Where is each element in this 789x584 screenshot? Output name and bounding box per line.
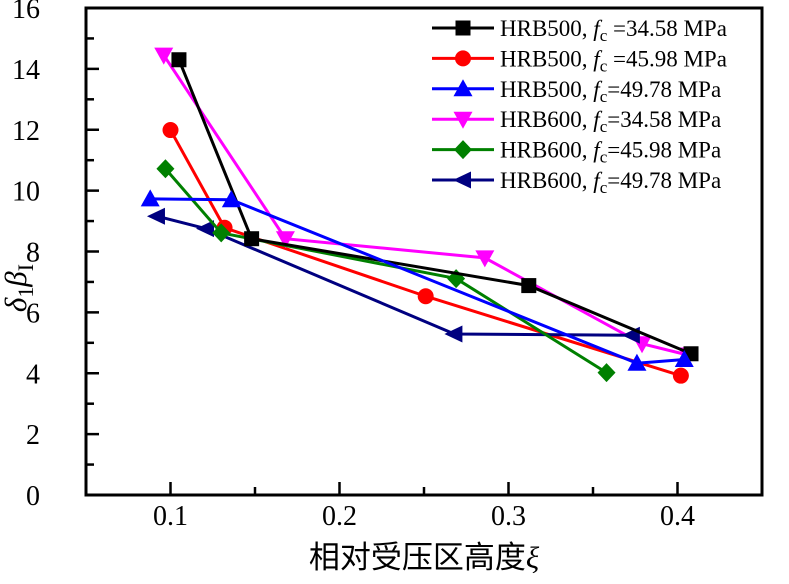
data-point-marker	[475, 250, 495, 268]
x-tick-label: 0.4	[660, 501, 695, 532]
series-line	[150, 197, 685, 365]
axis-ticks	[86, 6, 679, 497]
y-tick-label: 10	[12, 177, 40, 208]
legend-label: HRB600, fc=45.98 MPa	[500, 138, 721, 167]
y-tick-label: 4	[26, 359, 40, 390]
data-point-marker	[171, 52, 187, 68]
series-line	[177, 59, 692, 356]
data-point-marker	[453, 171, 471, 189]
y-tick-label: 0	[26, 481, 40, 512]
x-tick-label: 0.3	[491, 501, 526, 532]
legend-item-3: HRB600, fc=34.58 MPa	[432, 107, 721, 136]
data-point-marker	[674, 350, 694, 368]
legend-item-2: HRB500, fc=49.78 MPa	[432, 77, 721, 106]
data-point-marker	[140, 189, 160, 207]
y-tick-label: 14	[12, 55, 40, 86]
data-point-marker	[597, 363, 616, 383]
data-point-marker	[454, 140, 472, 160]
legend-label: HRB600, fc=49.78 MPa	[500, 168, 721, 197]
data-point-marker	[195, 220, 214, 238]
data-point-marker	[672, 367, 689, 384]
y-tick-label: 2	[26, 420, 40, 451]
data-point-marker	[417, 288, 434, 305]
data-point-marker	[521, 278, 537, 294]
data-point-marker	[444, 325, 463, 343]
legend-item-4: HRB600, fc=45.98 MPa	[432, 138, 721, 167]
y-tick-label: 12	[12, 116, 40, 147]
data-point-marker	[453, 111, 473, 129]
data-point-marker	[156, 159, 175, 179]
data-point-marker	[275, 231, 295, 249]
data-point-marker	[455, 50, 471, 67]
legend-label: HRB600, fc=34.58 MPa	[500, 107, 721, 136]
data-point-marker	[453, 79, 473, 97]
data-point-marker	[244, 231, 260, 247]
y-tick-label: 6	[26, 298, 40, 329]
data-point-marker	[146, 207, 165, 225]
y-tick-label: 8	[26, 238, 40, 269]
data-point-marker	[162, 122, 179, 139]
x-tick-label: 0.2	[322, 501, 357, 532]
data-point-marker	[221, 190, 241, 208]
x-tick-label: 0.1	[153, 501, 188, 532]
y-axis-label: δ1βI	[0, 264, 38, 312]
legend-label: HRB500, fc =45.98 MPa	[500, 46, 727, 75]
data-point-marker	[212, 223, 231, 243]
legend-item-5: HRB600, fc=49.78 MPa	[432, 168, 721, 197]
data-point-marker	[154, 47, 174, 65]
y-tick-label: 16	[12, 0, 40, 25]
legend-item-1: HRB500, fc =45.98 MPa	[432, 46, 727, 75]
series-2	[140, 189, 694, 371]
legend-label: HRB500, fc =34.58 MPa	[500, 16, 727, 45]
data-point-marker	[627, 353, 647, 371]
legend-item-0: HRB500, fc =34.58 MPa	[432, 16, 727, 45]
legend-label: HRB500, fc=49.78 MPa	[500, 77, 721, 106]
data-point-marker	[455, 20, 471, 36]
x-axis-label: 相对受压区高度ξ	[309, 540, 540, 575]
